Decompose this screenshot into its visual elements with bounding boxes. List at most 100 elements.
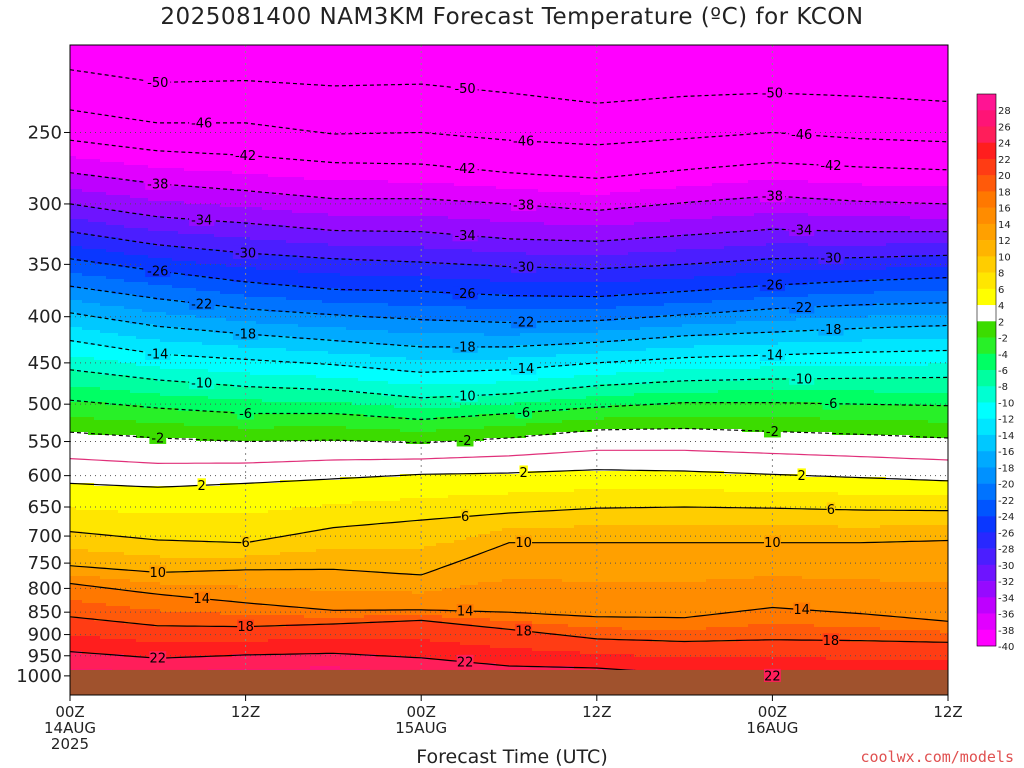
temperature-cell bbox=[106, 366, 113, 370]
temperature-cell bbox=[160, 327, 167, 331]
temperature-cell bbox=[178, 93, 185, 97]
temperature-cell bbox=[88, 384, 95, 388]
temperature-cell bbox=[124, 558, 131, 562]
temperature-cell bbox=[88, 48, 95, 52]
temperature-cell bbox=[178, 648, 185, 652]
temperature-cell bbox=[178, 219, 185, 223]
temperature-cell bbox=[94, 183, 101, 187]
temperature-cell bbox=[184, 105, 191, 109]
temperature-cell bbox=[100, 177, 107, 181]
temperature-cell bbox=[136, 300, 143, 304]
temperature-cell bbox=[172, 210, 179, 214]
temperature-cell bbox=[148, 207, 155, 211]
temperature-cell bbox=[184, 90, 191, 94]
temperature-cell bbox=[202, 111, 209, 115]
temperature-cell bbox=[172, 642, 179, 646]
temperature-cell bbox=[196, 645, 203, 649]
temperature-cell bbox=[154, 300, 161, 304]
temperature-cell bbox=[166, 519, 173, 523]
temperature-cell bbox=[88, 156, 95, 160]
temperature-cell bbox=[190, 51, 197, 55]
temperature-cell bbox=[190, 357, 197, 361]
temperature-cell bbox=[148, 429, 155, 433]
temperature-cell bbox=[136, 567, 143, 571]
temperature-cell bbox=[202, 420, 209, 424]
temperature-cell bbox=[190, 111, 197, 115]
temperature-cell bbox=[142, 204, 149, 208]
temperature-cell bbox=[142, 330, 149, 334]
temperature-cell bbox=[154, 114, 161, 118]
temperature-cell bbox=[94, 462, 101, 466]
temperature-cell bbox=[166, 69, 173, 73]
temperature-cell bbox=[160, 480, 167, 484]
temperature-cell bbox=[130, 372, 137, 376]
temperature-cell bbox=[76, 243, 83, 247]
temperature-cell bbox=[106, 114, 113, 118]
temperature-cell bbox=[190, 585, 197, 589]
temperature-cell bbox=[154, 396, 161, 400]
temperature-cell bbox=[190, 411, 197, 415]
temperature-cell bbox=[178, 333, 185, 337]
temperature-cell bbox=[196, 192, 203, 196]
temperature-cell bbox=[94, 552, 101, 556]
temperature-cell bbox=[172, 393, 179, 397]
temperature-cell bbox=[76, 438, 83, 442]
temperature-cell bbox=[124, 54, 131, 58]
temperature-cell bbox=[70, 534, 77, 538]
temperature-cell bbox=[124, 411, 131, 415]
temperature-cell bbox=[178, 645, 185, 649]
temperature-cell bbox=[82, 627, 89, 631]
temperature-cell bbox=[190, 87, 197, 91]
temperature-cell bbox=[100, 348, 107, 352]
temperature-cell bbox=[82, 186, 89, 190]
temperature-cell bbox=[112, 108, 119, 112]
temperature-cell bbox=[100, 138, 107, 142]
temperature-cell bbox=[100, 603, 107, 607]
temperature-cell bbox=[124, 324, 131, 328]
temperature-cell bbox=[112, 336, 119, 340]
temperature-cell bbox=[172, 540, 179, 544]
temperature-cell bbox=[130, 666, 137, 670]
temperature-cell bbox=[112, 147, 119, 151]
temperature-cell bbox=[70, 252, 77, 256]
temperature-cell bbox=[160, 306, 167, 310]
temperature-cell bbox=[172, 63, 179, 67]
temperature-cell bbox=[70, 363, 77, 367]
temperature-cell bbox=[172, 576, 179, 580]
temperature-cell bbox=[142, 306, 149, 310]
temperature-cell bbox=[190, 108, 197, 112]
temperature-cell bbox=[100, 657, 107, 661]
temperature-cell bbox=[160, 141, 167, 145]
temperature-cell bbox=[106, 138, 113, 142]
temperature-cell bbox=[142, 162, 149, 166]
temperature-cell bbox=[160, 555, 167, 559]
temperature-cell bbox=[88, 198, 95, 202]
temperature-cell bbox=[136, 327, 143, 331]
temperature-cell bbox=[88, 258, 95, 262]
temperature-cell bbox=[130, 63, 137, 67]
temperature-cell bbox=[82, 480, 89, 484]
temperature-cell bbox=[70, 318, 77, 322]
temperature-cell bbox=[196, 435, 203, 439]
temperature-cell bbox=[190, 327, 197, 331]
temperature-cell bbox=[172, 507, 179, 511]
temperature-cell bbox=[172, 156, 179, 160]
temperature-cell bbox=[178, 66, 185, 70]
temperature-cell bbox=[178, 213, 185, 217]
temperature-cell bbox=[76, 318, 83, 322]
temperature-cell bbox=[112, 540, 119, 544]
temperature-cell bbox=[82, 456, 89, 460]
temperature-cell bbox=[148, 105, 155, 109]
temperature-cell bbox=[106, 225, 113, 229]
temperature-cell bbox=[76, 513, 83, 517]
temperature-cell bbox=[106, 528, 113, 532]
temperature-cell bbox=[178, 618, 185, 622]
temperature-cell bbox=[76, 597, 83, 601]
temperature-cell bbox=[172, 330, 179, 334]
temperature-cell bbox=[76, 300, 83, 304]
temperature-cell bbox=[202, 528, 209, 532]
temperature-cell bbox=[190, 360, 197, 364]
temperature-cell bbox=[154, 555, 161, 559]
temperature-cell bbox=[154, 363, 161, 367]
temperature-cell bbox=[94, 141, 101, 145]
